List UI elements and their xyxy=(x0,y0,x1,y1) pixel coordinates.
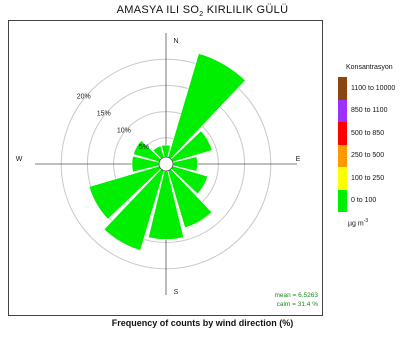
legend-swatch xyxy=(338,189,347,212)
legend-label: 1100 to 10000 xyxy=(351,84,396,92)
legend-swatch xyxy=(338,122,347,145)
ring-label-15: 15% xyxy=(97,110,111,117)
chart-caption: Frequency of counts by wind direction (%… xyxy=(111,318,294,328)
plot-border xyxy=(8,20,323,316)
legend-swatch xyxy=(338,167,347,190)
legend-item: 500 to 850 xyxy=(338,122,404,145)
legend: Konsantrasyon 1100 to 10000 850 to 1100 50… xyxy=(338,64,404,227)
compass-label-N: N xyxy=(173,38,178,45)
legend-label: 100 to 250 xyxy=(351,174,385,182)
ring-label-10: 10% xyxy=(117,127,131,134)
legend-item: 0 to 100 xyxy=(338,189,404,212)
legend-item: 100 to 250 xyxy=(338,167,404,190)
calm-circle xyxy=(158,156,174,172)
compass-label-S: S xyxy=(174,289,179,296)
legend-label: 0 to 100 xyxy=(351,197,377,205)
legend-unit-base: µg m xyxy=(348,220,364,228)
chart-title: AMASYA ILI SO2 KIRLILIK GÜLÜ xyxy=(0,4,405,18)
legend-label: 500 to 850 xyxy=(351,129,385,137)
legend-swatch xyxy=(338,99,347,122)
legend-label: 250 to 500 xyxy=(351,152,385,160)
mean-label: mean = 6.5263 xyxy=(274,292,318,299)
legend-unit: µg m-3 xyxy=(348,218,404,227)
legend-title: Konsantrasyon xyxy=(346,64,393,71)
legend-item: 1100 to 10000 xyxy=(338,77,404,100)
legend-swatch xyxy=(338,77,347,100)
ring-label-20: 20% xyxy=(77,94,91,101)
legend-item: 250 to 500 xyxy=(338,144,404,167)
ring-label-5: 5% xyxy=(139,144,149,151)
calm-label: calm = 31.4 % xyxy=(277,301,319,308)
legend-item: 850 to 1100 xyxy=(338,99,404,122)
title-suffix: KIRLILIK GÜLÜ xyxy=(203,4,289,16)
title-subscript: 2 xyxy=(199,11,204,19)
compass-label-W: W xyxy=(16,156,23,163)
legend-swatch xyxy=(338,144,347,167)
legend-label: 850 to 1100 xyxy=(351,107,388,115)
legend-unit-exp: -3 xyxy=(363,218,369,224)
title-prefix: AMASYA ILI SO xyxy=(116,4,200,16)
compass-label-E: E xyxy=(296,156,301,163)
